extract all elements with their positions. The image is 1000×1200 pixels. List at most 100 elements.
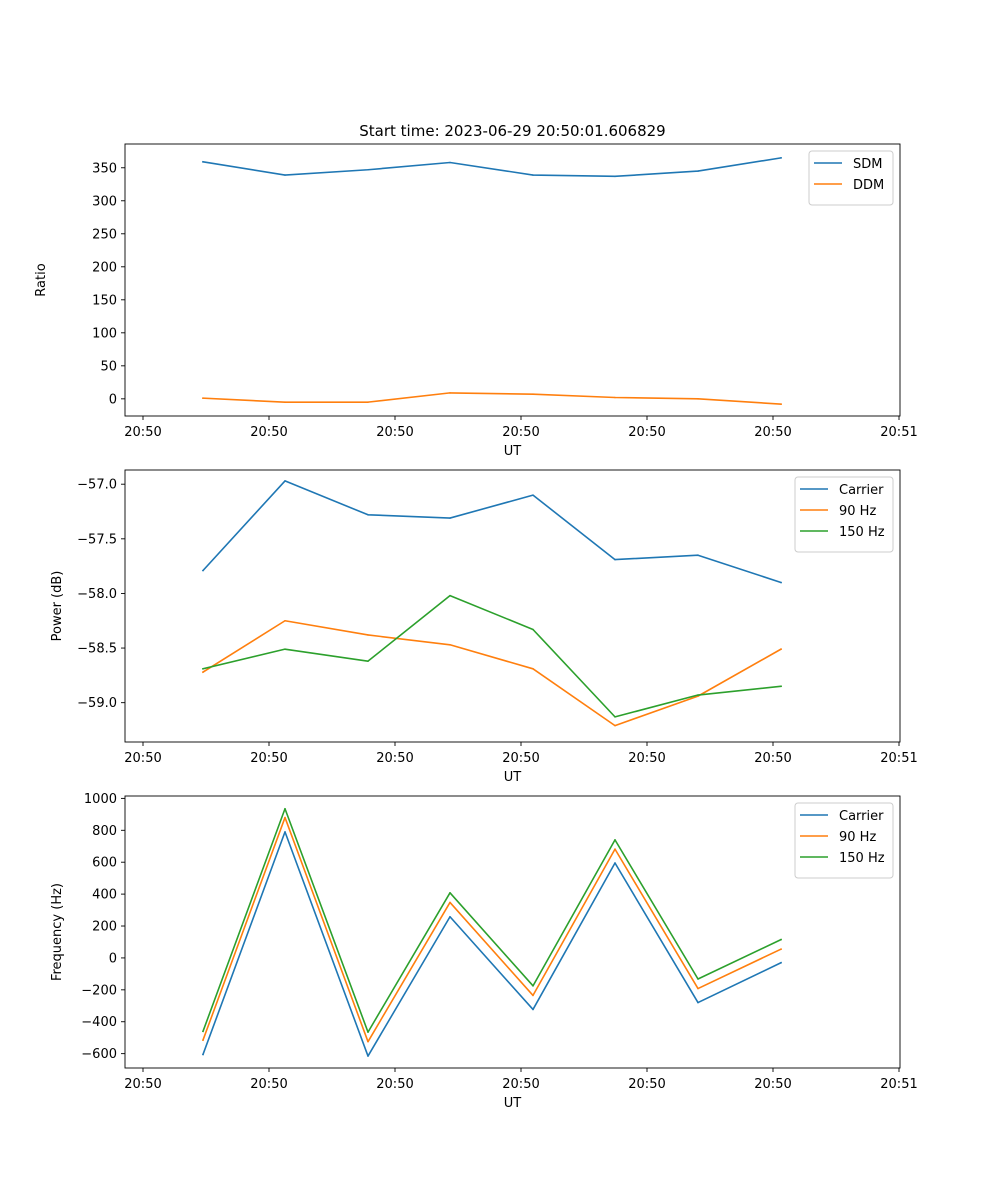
y-axis-label: Power (dB)	[50, 571, 65, 642]
data-point	[780, 403, 782, 405]
data-point	[614, 175, 616, 178]
data-point	[780, 648, 782, 650]
data-point	[202, 668, 204, 670]
legend-box	[794, 476, 894, 553]
x-axis-label: UT	[504, 770, 522, 785]
x-tick-label: 20:51	[880, 751, 917, 766]
series-line-150-hz	[202, 594, 782, 718]
axes-frame	[124, 469, 901, 743]
legend-box	[808, 150, 894, 206]
x-tick-label: 20:50	[376, 751, 413, 766]
x-tick-label: 20:50	[250, 1077, 287, 1092]
data-point	[367, 1040, 369, 1043]
data-point	[780, 938, 782, 941]
data-point	[697, 1001, 699, 1004]
y-tick-label: −57.0	[77, 478, 117, 493]
legend-label: DDM	[853, 178, 884, 193]
y-tick-label: −59.0	[77, 696, 117, 711]
x-tick-label: 20:50	[376, 1077, 413, 1092]
legend-label: 90 Hz	[839, 830, 876, 845]
legend: Carrier 90 Hz 150 Hz	[794, 476, 894, 553]
x-tick-label: 20:50	[376, 425, 413, 440]
legend: SDM DDM	[808, 150, 894, 206]
y-tick-label: 350	[92, 161, 117, 176]
legend-box	[794, 802, 894, 879]
data-point	[449, 594, 451, 597]
data-point	[449, 643, 451, 646]
subplot-3: 20:50 20:50 20:50 20:50 20:50 20:50 20:51 −600 −…	[50, 792, 918, 1111]
data-point	[367, 634, 369, 636]
y-tick-label: −57.5	[77, 532, 117, 547]
data-point	[532, 985, 534, 987]
y-tick-label: −58.0	[77, 587, 117, 602]
data-point	[697, 987, 699, 990]
y-tick-label: 1000	[84, 792, 117, 807]
x-tick-label: 20:50	[754, 751, 791, 766]
data-point	[367, 401, 369, 403]
legend-label: Carrier	[839, 483, 884, 498]
data-point	[532, 668, 534, 670]
legend: Carrier 90 Hz 150 Hz	[794, 802, 894, 879]
legend-label: 150 Hz	[839, 851, 885, 866]
x-tick-label: 20:51	[880, 425, 917, 440]
data-point	[449, 392, 451, 394]
x-tick-label: 20:51	[880, 1077, 917, 1092]
data-point	[532, 994, 534, 997]
data-point	[367, 1055, 369, 1057]
data-point	[780, 948, 782, 950]
data-point	[284, 480, 286, 482]
data-point	[284, 816, 286, 819]
x-tick-label: 20:50	[628, 1077, 665, 1092]
x-tick-label: 20:50	[250, 751, 287, 766]
data-point	[532, 628, 534, 631]
x-tick-label: 20:50	[502, 425, 539, 440]
series-line-150-hz	[201, 807, 783, 1033]
data-point	[449, 892, 451, 894]
subplots: 20:50 20:50 20:50 20:50 20:50 20:50 20:51 0 50 10…	[34, 143, 918, 1111]
data-point	[284, 807, 286, 810]
series-line-carrier	[201, 831, 783, 1057]
series-line-90-hz	[201, 816, 783, 1043]
data-point	[614, 724, 616, 727]
figure-title: Start time: 2023-06-29 20:50:01.606829	[359, 122, 665, 140]
data-point	[614, 848, 616, 850]
y-tick-label: 50	[100, 359, 117, 374]
data-point	[614, 558, 616, 561]
data-point	[449, 901, 451, 904]
data-point	[202, 1039, 204, 1041]
data-point	[614, 716, 616, 718]
data-point	[202, 397, 204, 399]
y-axis-label: Frequency (Hz)	[50, 883, 65, 981]
data-point	[697, 978, 699, 980]
data-point	[449, 161, 451, 164]
data-point	[367, 1031, 369, 1033]
axes-frame	[124, 143, 901, 417]
data-point	[284, 831, 286, 833]
x-tick-label: 20:50	[124, 1077, 161, 1092]
data-point	[697, 554, 699, 556]
data-point	[202, 671, 204, 673]
y-tick-label: 0	[109, 392, 117, 407]
data-point	[449, 517, 451, 519]
y-tick-label: 200	[92, 920, 117, 935]
y-tick-label: −600	[81, 1047, 117, 1062]
data-point	[780, 961, 782, 964]
x-tick-label: 20:50	[754, 425, 791, 440]
x-tick-label: 20:50	[754, 1077, 791, 1092]
y-tick-label: −200	[81, 983, 117, 998]
axes-frame	[124, 795, 901, 1069]
data-point	[284, 401, 286, 403]
data-point	[780, 157, 782, 159]
data-point	[780, 685, 782, 688]
x-tick-label: 20:50	[250, 425, 287, 440]
data-point	[697, 398, 699, 400]
data-point	[614, 862, 616, 864]
data-point	[614, 839, 616, 841]
x-tick-label: 20:50	[628, 751, 665, 766]
data-point	[202, 161, 204, 163]
y-tick-label: −58.5	[77, 642, 117, 657]
series-line-sdm	[202, 156, 782, 178]
y-tick-label: 150	[92, 293, 117, 308]
x-tick-label: 20:50	[502, 751, 539, 766]
data-point	[367, 660, 369, 662]
